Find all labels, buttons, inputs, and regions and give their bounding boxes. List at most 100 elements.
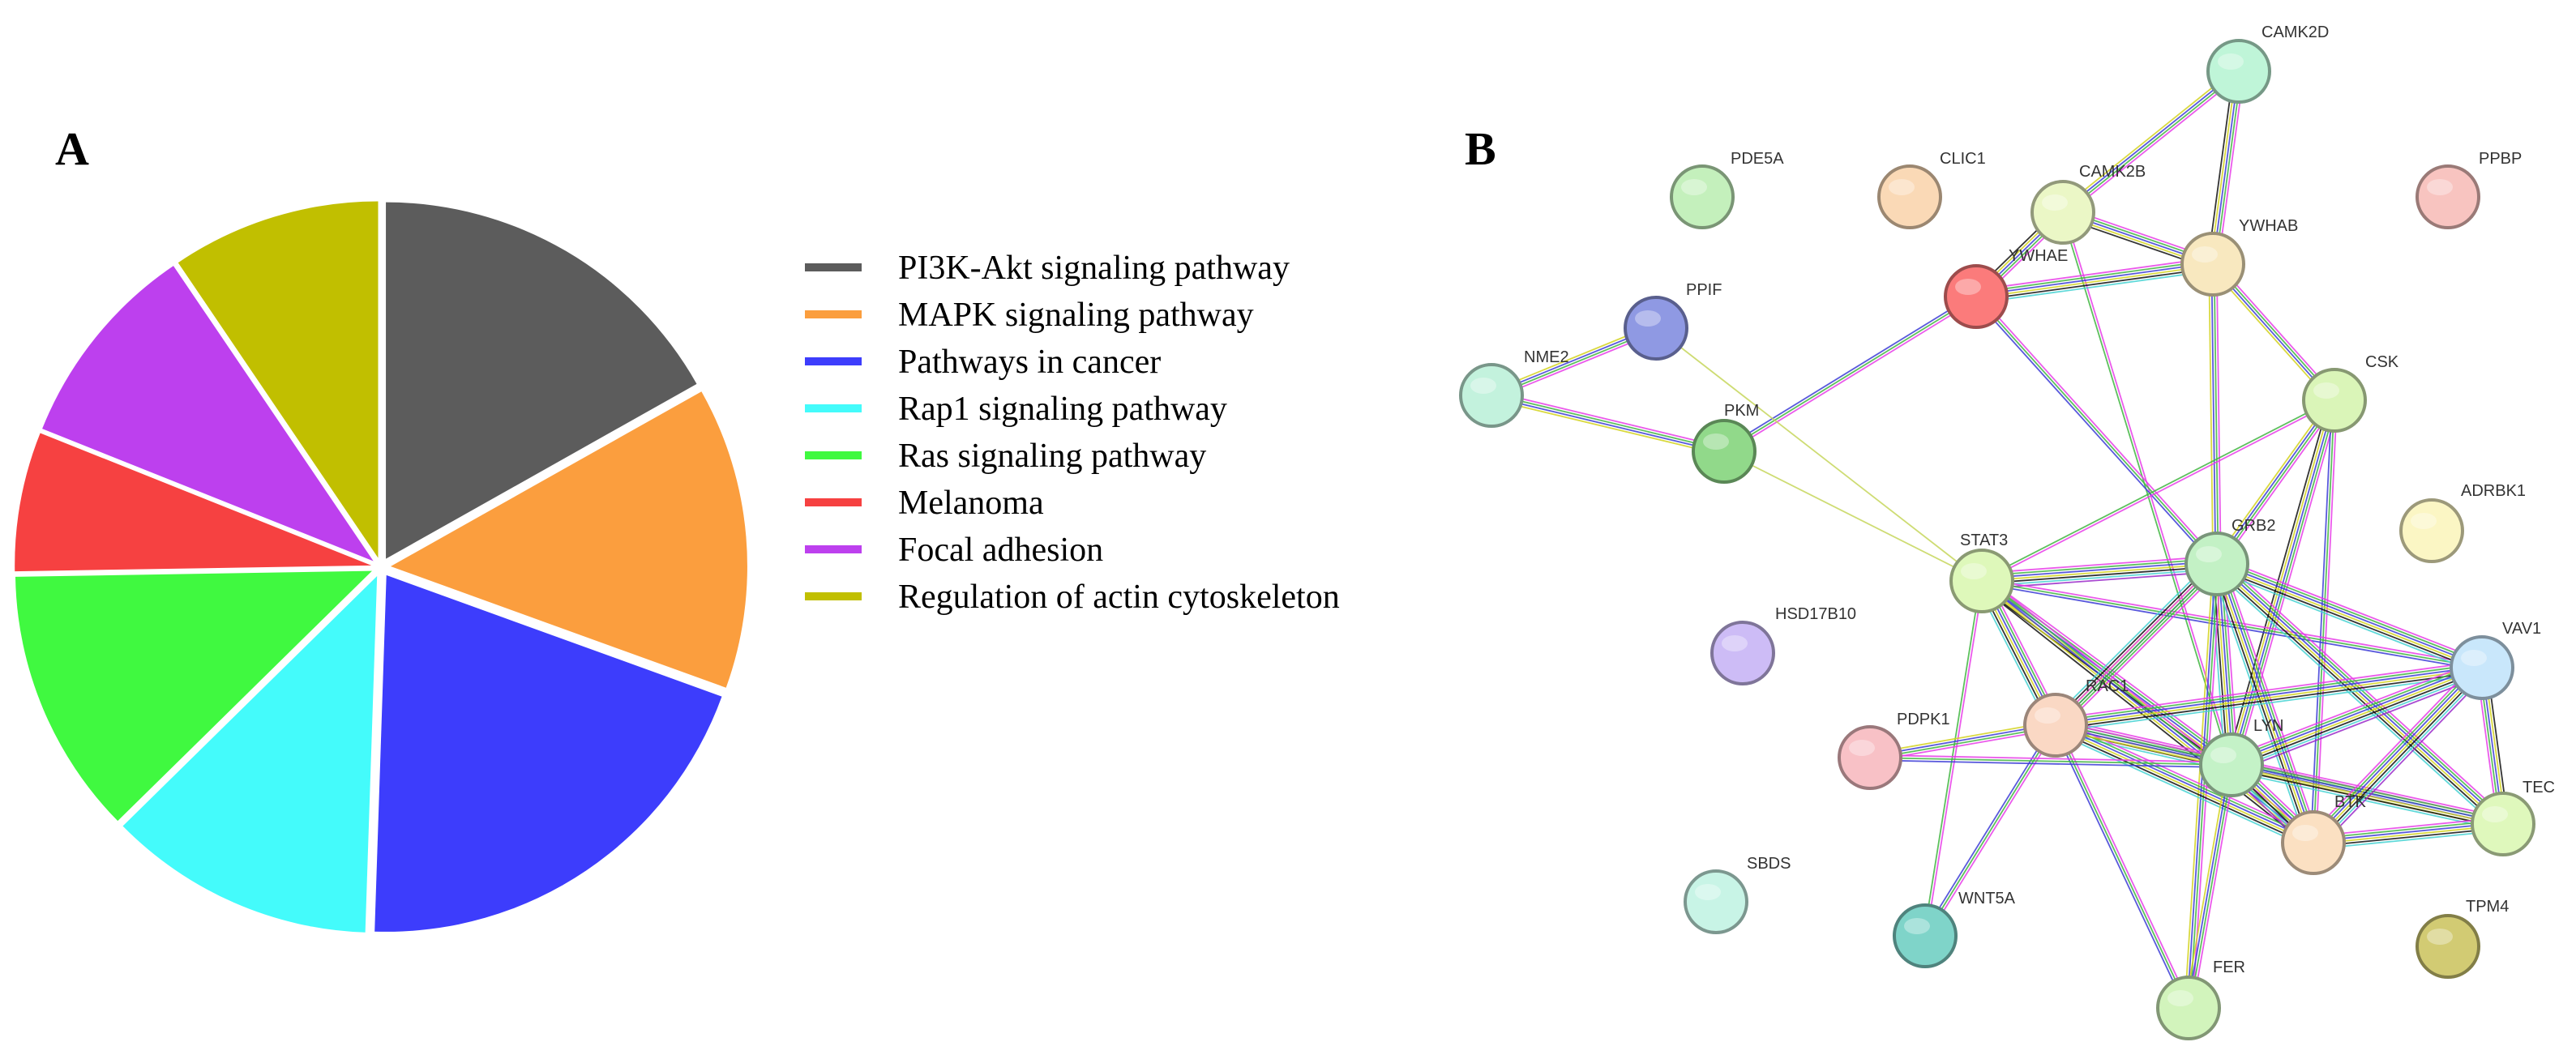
- node-nme2: NME2: [1459, 348, 1569, 428]
- panel-b-letter: B: [1465, 122, 1496, 175]
- edge-line: [2055, 724, 2189, 1009]
- node-label: LYN: [2253, 717, 2283, 735]
- edge-CSK-GRB2: [2213, 397, 2339, 567]
- edge-line: [1976, 264, 2214, 299]
- edge-CAMK2D-YWHAB: [2206, 70, 2245, 265]
- edge-line: [2220, 558, 2508, 820]
- edge-line: [2061, 70, 2239, 212]
- legend-swatch-8: [805, 592, 862, 600]
- node-highlight: [2482, 806, 2508, 822]
- node-stat3: STAT3: [1949, 532, 2014, 613]
- node-circle: [2416, 914, 2480, 979]
- node-circle: [2302, 368, 2367, 433]
- node-label: BTK: [2334, 793, 2367, 811]
- node-label: SBDS: [1747, 855, 1791, 873]
- edge-line: [2217, 562, 2505, 824]
- panel-a-letter: A: [55, 122, 89, 175]
- edge-PKM-STAT3: [1723, 451, 1983, 582]
- legend-label-5: Ras signaling pathway: [898, 438, 1206, 475]
- node-pdpk1: PDPK1: [1838, 711, 1950, 790]
- edge-line: [2212, 568, 2500, 830]
- node-circle: [1710, 621, 1775, 685]
- edge-line: [2054, 562, 2217, 725]
- edge-line: [2215, 564, 2503, 826]
- edge-line: [1978, 584, 2311, 848]
- node-adrbk1: ADRBK1: [2399, 482, 2526, 563]
- edge-CSK-STAT3: [1980, 398, 2336, 583]
- node-circle: [2023, 693, 2088, 758]
- node-label: GRB2: [2232, 517, 2275, 535]
- node-label: ADRBK1: [2461, 482, 2526, 500]
- edge-line: [2056, 670, 2483, 730]
- node-circle: [1949, 549, 2014, 613]
- node-fer: FER: [2156, 959, 2245, 1040]
- node-highlight: [1904, 918, 1930, 934]
- edge-line: [2056, 564, 2219, 727]
- edge-line: [1982, 566, 2218, 585]
- edge-line: [1725, 297, 1979, 455]
- edge-line: [1723, 451, 1983, 582]
- legend-swatch-1: [805, 263, 862, 271]
- edge-LYN-VAV1: [2228, 660, 2485, 773]
- edge-line: [1982, 568, 2218, 587]
- node-highlight: [2427, 179, 2453, 195]
- edge-line: [2055, 665, 2482, 725]
- edge-line: [1981, 557, 2217, 577]
- edge-line: [1975, 257, 2213, 291]
- edge-line: [2223, 563, 2239, 765]
- edge-line: [2316, 670, 2487, 848]
- node-rac1: RAC1: [2023, 677, 2129, 758]
- node-highlight: [1681, 179, 1707, 195]
- edge-line: [2191, 765, 2236, 1009]
- edge-PPIF-STAT3: [1655, 327, 1983, 582]
- node-label: PPBP: [2479, 150, 2522, 168]
- node-grb2: GRB2: [2184, 517, 2275, 596]
- node-highlight: [2042, 194, 2068, 211]
- node-circle: [2399, 498, 2464, 563]
- edge-YWHAE-GRB2: [1973, 294, 2220, 566]
- edge-line: [2219, 402, 2339, 567]
- node-highlight: [1722, 635, 1748, 651]
- edge-line: [1975, 296, 2218, 565]
- edge-line: [2054, 660, 2482, 720]
- edge-line: [2215, 263, 2222, 564]
- legend-label-4: Rap1 signaling pathway: [898, 391, 1227, 428]
- edge-line: [2313, 667, 2483, 843]
- edge-line: [2218, 559, 2484, 665]
- edge-line: [2214, 569, 2480, 675]
- edge-line: [2053, 728, 2313, 848]
- node-lyn: LYN: [2199, 717, 2283, 797]
- node-label: YWHAE: [2009, 247, 2068, 265]
- edge-line: [1491, 391, 1726, 449]
- node-highlight: [2218, 53, 2244, 70]
- legend-label-2: MAPK signaling pathway: [898, 297, 1254, 334]
- edge-line: [2214, 399, 2334, 564]
- node-highlight: [1470, 378, 1496, 394]
- node-circle: [1944, 264, 2009, 329]
- edge-line: [2231, 765, 2503, 826]
- node-ppbp: PPBP: [2416, 150, 2522, 229]
- edge-line: [1977, 294, 2220, 563]
- legend-label-3: Pathways in cancer: [898, 344, 1161, 381]
- edge-line: [1976, 267, 2214, 301]
- edge-line: [1975, 259, 2213, 294]
- edge-line: [1491, 395, 1724, 454]
- edge-line: [2209, 70, 2237, 264]
- node-highlight: [1703, 433, 1729, 450]
- node-circle: [2206, 39, 2271, 104]
- edge-line: [2055, 663, 2482, 723]
- node-circle: [2281, 810, 2346, 875]
- edge-line: [2212, 70, 2240, 265]
- node-csk: CSK: [2302, 353, 2399, 433]
- edge-line: [1723, 296, 1977, 452]
- edge-line: [1976, 270, 2214, 304]
- legend-label-7: Focal adhesion: [898, 532, 1103, 569]
- node-circle: [1692, 419, 1757, 484]
- edge-line: [1655, 327, 1983, 582]
- edge-line: [1490, 398, 1724, 456]
- edge-line: [2232, 669, 2484, 768]
- edge-line: [1981, 580, 2483, 668]
- edge-line: [2052, 725, 2187, 1010]
- node-label: TPM4: [2466, 898, 2509, 916]
- edge-line: [2213, 263, 2219, 564]
